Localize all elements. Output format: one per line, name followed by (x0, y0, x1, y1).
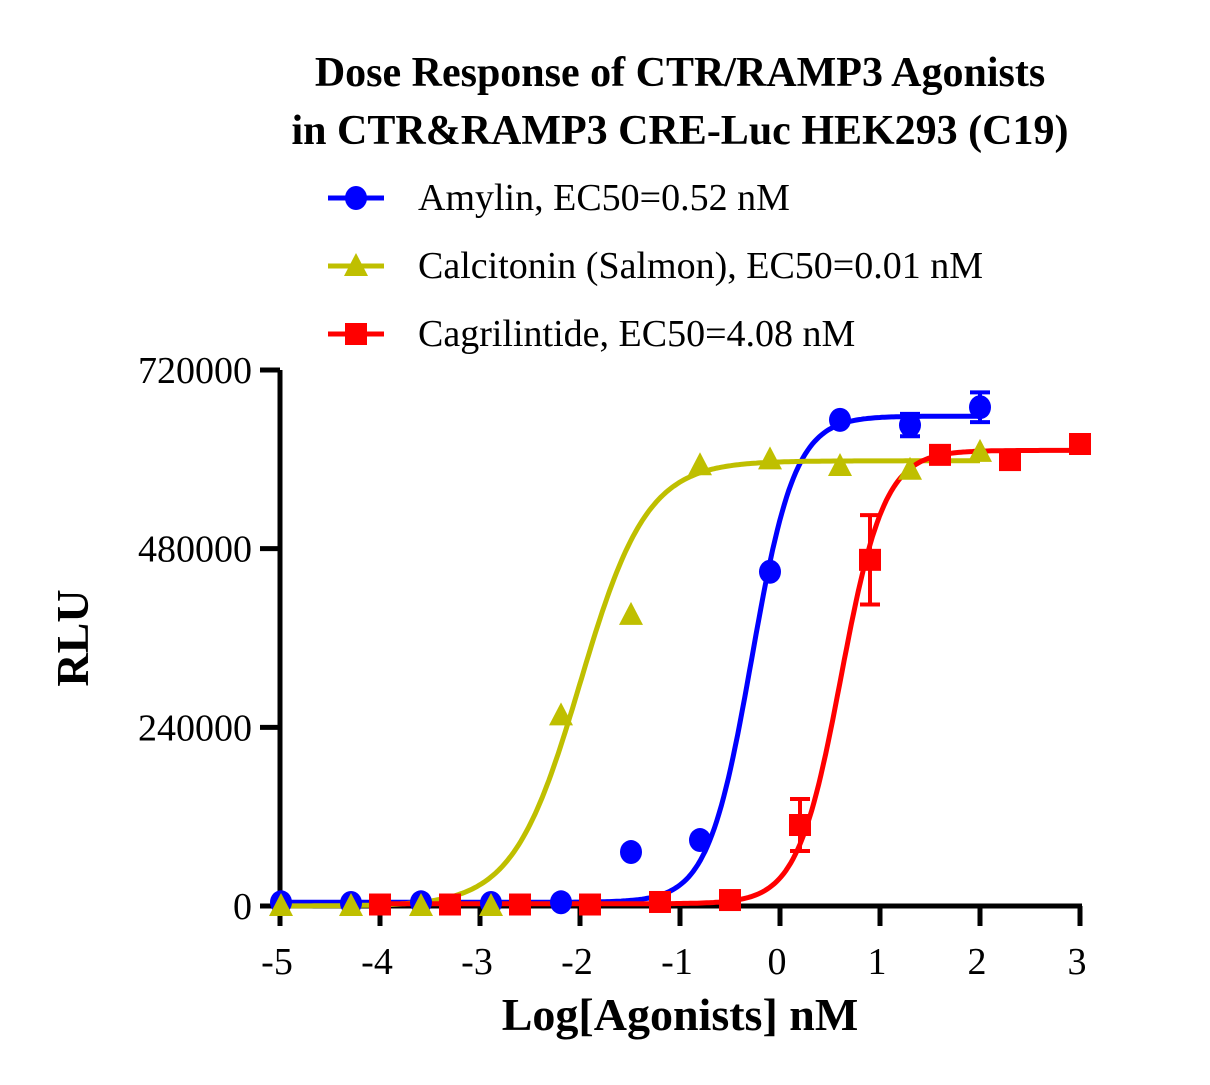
data-point-circle (345, 186, 367, 210)
x-tick-label: 1 (868, 941, 887, 983)
x-tick-label: 2 (968, 941, 987, 983)
data-point-triangle (409, 893, 433, 916)
y-tick-label: 720000 (138, 350, 252, 392)
series-points-square (369, 432, 1091, 916)
data-points (269, 390, 1091, 916)
data-point-triangle (479, 893, 503, 916)
legend-item: Calcitonin (Salmon), EC50=0.01 nM (328, 245, 983, 287)
y-tick-label: 240000 (138, 707, 252, 749)
x-tick-label: 3 (1068, 941, 1087, 983)
data-point-square (509, 893, 531, 916)
x-tick-label: -4 (361, 941, 393, 983)
data-point-triangle (549, 702, 573, 726)
legend-label: Calcitonin (Salmon), EC50=0.01 nM (418, 245, 983, 287)
legend-item: Amylin, EC50=0.52 nM (328, 177, 790, 219)
y-axis-label: RLU (47, 589, 98, 686)
data-point-circle (620, 840, 642, 865)
data-point-triangle (344, 253, 368, 276)
data-point-triangle (269, 893, 293, 916)
legend-item: Cagrilintide, EC50=4.08 nM (328, 313, 855, 355)
data-point-square (999, 449, 1021, 472)
legend-label: Cagrilintide, EC50=4.08 nM (418, 313, 855, 355)
data-point-square (439, 893, 461, 916)
data-point-triangle (968, 438, 992, 462)
fit-curve-circle (281, 413, 980, 905)
data-point-square (719, 889, 741, 912)
series-points-triangle (269, 438, 992, 916)
data-point-square (1069, 432, 1091, 455)
data-point-triangle (619, 601, 643, 625)
fit-curve-square (380, 447, 1080, 907)
data-point-circle (969, 395, 991, 420)
legend: Amylin, EC50=0.52 nM Calcitonin (Salmon),… (328, 177, 983, 355)
data-point-triangle (898, 456, 922, 480)
fit-curves (281, 413, 1080, 909)
data-point-triangle (339, 893, 363, 916)
chart-title-line-1: Dose Response of CTR/RAMP3 Agonists (315, 50, 1045, 96)
data-point-square (649, 890, 671, 913)
chart-title-line-2: in CTR&RAMP3 CRE-Luc HEK293 (C19) (292, 108, 1069, 154)
data-point-circle (899, 413, 921, 438)
data-point-square (579, 893, 601, 916)
data-point-circle (689, 828, 711, 853)
data-point-triangle (688, 452, 712, 476)
x-tick-label: -5 (261, 941, 293, 983)
data-point-square (859, 548, 881, 571)
data-point-triangle (758, 446, 782, 470)
x-tick-label: -1 (661, 941, 693, 983)
y-tick-label: 0 (233, 886, 252, 928)
x-tick-label: -3 (461, 941, 493, 983)
legend-label: Amylin, EC50=0.52 nM (418, 177, 790, 219)
data-point-square (345, 323, 367, 345)
data-point-circle (759, 559, 781, 584)
data-point-square (929, 443, 951, 466)
y-tick-label: 480000 (138, 529, 252, 571)
data-point-circle (829, 407, 851, 432)
data-point-triangle (828, 453, 852, 477)
x-tick-label: 0 (768, 941, 787, 983)
series-points-circle (270, 390, 991, 916)
data-point-circle (550, 890, 572, 915)
x-axis-label: Log[Agonists] nM (502, 989, 859, 1040)
data-point-square (369, 893, 391, 916)
x-tick-label: -2 (561, 941, 593, 983)
data-point-square (789, 814, 811, 837)
